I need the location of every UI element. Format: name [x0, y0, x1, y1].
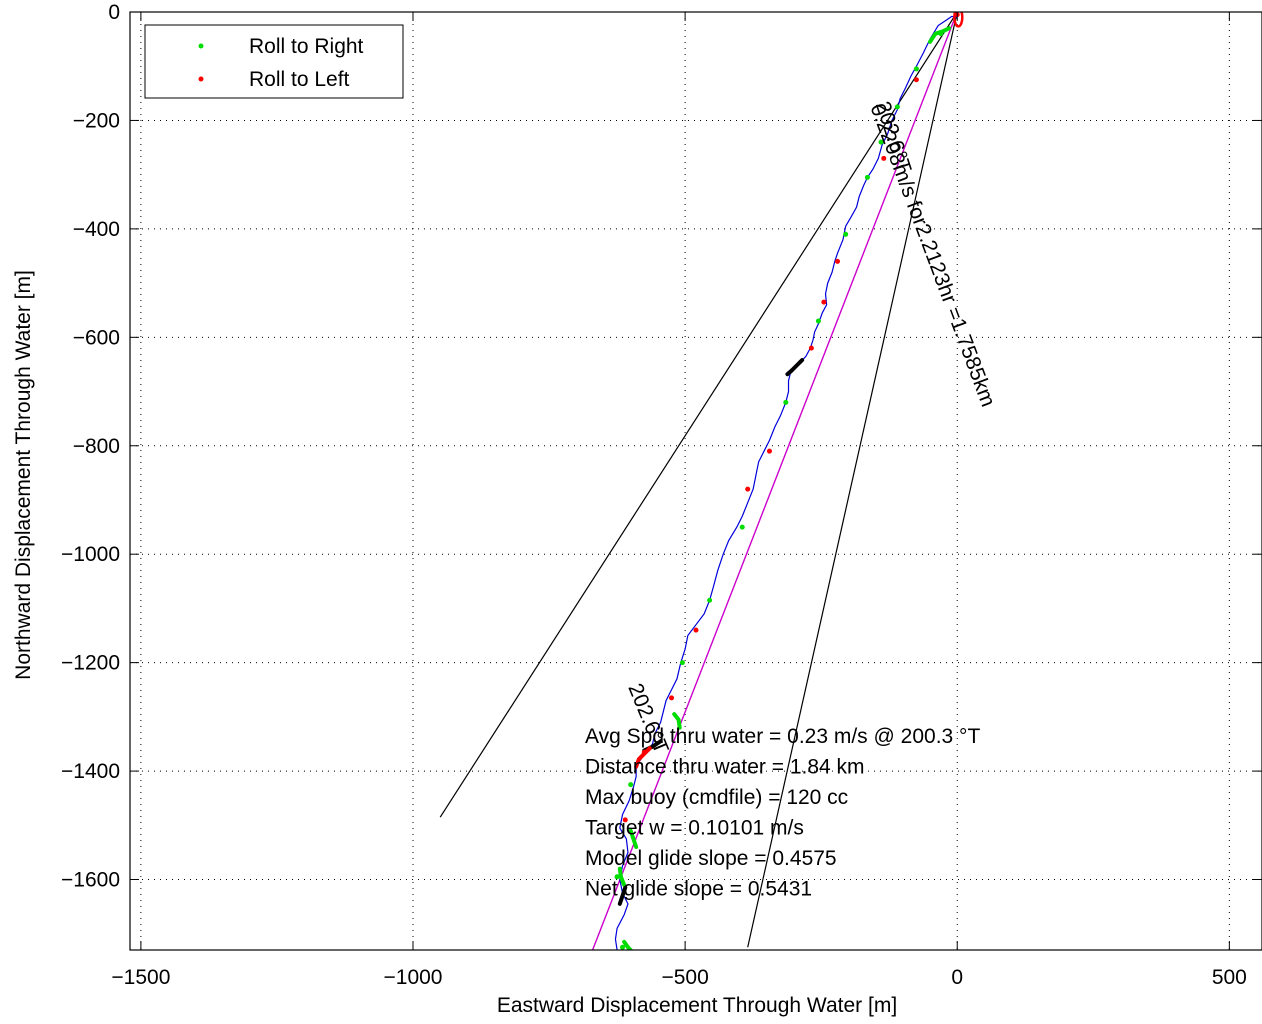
highlight-segment [628, 828, 639, 849]
roll-right-point [913, 66, 919, 72]
net-displacement-line [591, 12, 958, 950]
x-tick-label: −1000 [384, 966, 443, 989]
roll-left-point [835, 258, 840, 264]
highlight-segment [672, 712, 682, 730]
stats-text: Avg Spd thru water = 0.23 m/s @ 200.3 °T… [585, 725, 980, 901]
y-tick-label: −800 [73, 435, 120, 458]
legend-marker [198, 43, 204, 49]
highlight-segment [617, 866, 627, 887]
axis-ticks: −1500 −1000 −500 0 500 0 −200 −400 −600 −800 −1000… [61, 1, 1262, 989]
roll-left-point [766, 448, 772, 454]
x-axis-label: Eastward Displacement Through Water [m] [497, 994, 897, 1017]
x-tick-label: −500 [661, 966, 708, 989]
roll-right-point [878, 139, 884, 145]
stats-line: Avg Spd thru water = 0.23 m/s @ 200.3 °T [585, 725, 980, 748]
y-tick-label: −400 [73, 218, 120, 241]
y-tick-label: −1200 [61, 652, 120, 675]
roll-right-point [864, 174, 870, 180]
reference-line [747, 12, 958, 948]
roll-right-point [614, 874, 620, 880]
stats-line: Distance thru water = 1.84 km [585, 756, 865, 779]
roll-left-point [745, 486, 751, 492]
roll-left-point [622, 817, 628, 823]
highlight-segment [785, 358, 805, 377]
y-tick-label: −200 [73, 109, 120, 132]
plot-frame [129, 11, 1262, 951]
reference-line [439, 12, 958, 818]
y-tick-label: 0 [108, 1, 120, 24]
stats-line: Target w = 0.10101 m/s [585, 817, 804, 840]
roll-right-point [628, 782, 634, 788]
stats-line: Model glide slope = 0.4575 [585, 847, 837, 870]
highlight-segment [617, 885, 628, 906]
plot-data [439, 12, 964, 950]
legend: Roll to Right Roll to Left [144, 24, 404, 99]
roll-right-point [815, 318, 821, 324]
start-loop [953, 12, 964, 28]
y-axis-label: Northward Displacement Through Water [m] [12, 270, 35, 680]
x-tick-label: −1500 [111, 966, 170, 989]
stats-line: Net glide slope = 0.5431 [585, 878, 812, 901]
legend-label: Roll to Left [249, 68, 350, 91]
x-tick-label: 500 [1212, 966, 1247, 989]
stats-line: Max buoy (cmdfile) = 120 cc [585, 786, 848, 809]
track-line [614, 15, 958, 950]
roll-left-point [693, 627, 699, 633]
legend-label: Roll to Right [249, 35, 364, 58]
roll-left-point [881, 155, 887, 161]
roll-right-point [843, 231, 849, 237]
legend-marker [198, 76, 204, 82]
grid [130, 11, 1262, 950]
roll-left-point [669, 695, 675, 701]
y-tick-label: −1000 [61, 543, 120, 566]
roll-right-point [938, 31, 944, 37]
roll-left-point [808, 345, 814, 351]
highlight-segment [622, 939, 633, 950]
roll-left-point [821, 299, 827, 305]
roll-right-point [679, 660, 685, 666]
roll-right-point [783, 399, 789, 405]
roll-right-point [894, 104, 900, 110]
roll-right-point [739, 524, 745, 530]
roll-right-point [620, 944, 626, 950]
y-tick-label: −600 [73, 326, 120, 349]
roll-right-point [707, 597, 713, 603]
roll-left-point [641, 749, 647, 755]
roll-left-point [913, 77, 919, 83]
y-tick-label: −1600 [61, 869, 120, 892]
highlight-segment [634, 746, 652, 769]
y-tick-label: −1400 [61, 760, 120, 783]
x-tick-label: 0 [951, 966, 963, 989]
legend-box [144, 24, 404, 99]
